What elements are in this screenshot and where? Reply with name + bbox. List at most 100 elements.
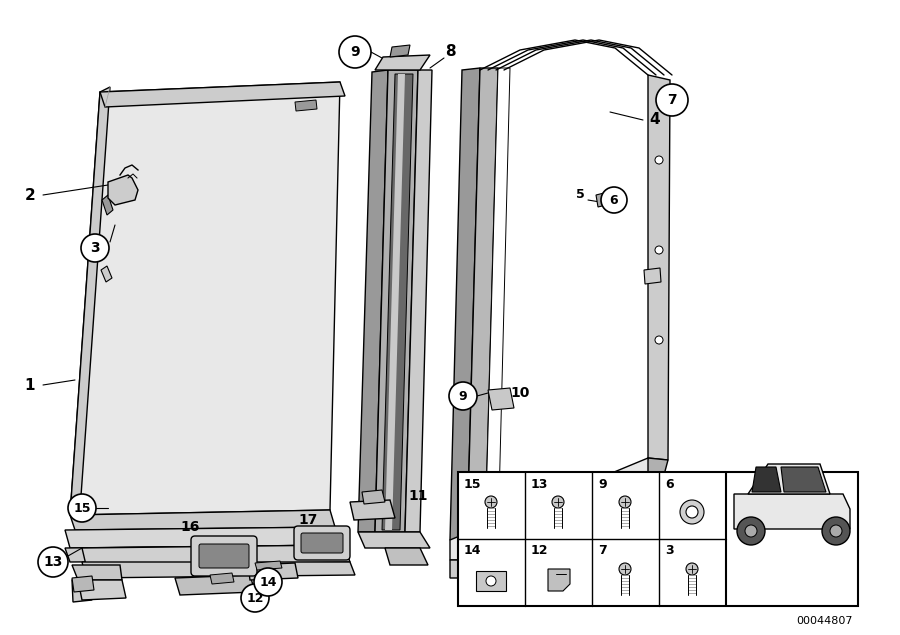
Polygon shape	[467, 68, 498, 540]
Circle shape	[254, 568, 282, 596]
Polygon shape	[390, 45, 410, 57]
Polygon shape	[450, 458, 648, 560]
Circle shape	[680, 500, 704, 524]
Circle shape	[552, 496, 564, 508]
Polygon shape	[648, 75, 670, 460]
FancyBboxPatch shape	[294, 526, 350, 560]
Polygon shape	[488, 388, 514, 410]
Polygon shape	[548, 569, 570, 591]
Polygon shape	[78, 580, 126, 600]
Polygon shape	[82, 545, 350, 565]
Polygon shape	[255, 561, 282, 570]
Circle shape	[655, 336, 663, 344]
Polygon shape	[295, 100, 317, 111]
Text: 6: 6	[665, 478, 673, 490]
Polygon shape	[375, 70, 418, 532]
Text: 9: 9	[459, 389, 467, 403]
Polygon shape	[385, 548, 428, 565]
Polygon shape	[485, 68, 510, 540]
FancyBboxPatch shape	[191, 536, 257, 576]
Polygon shape	[596, 192, 610, 207]
Polygon shape	[450, 510, 640, 578]
Circle shape	[745, 525, 757, 537]
Circle shape	[822, 517, 850, 545]
Polygon shape	[362, 490, 385, 504]
Text: 13: 13	[43, 555, 63, 569]
Polygon shape	[108, 175, 138, 205]
Polygon shape	[248, 563, 298, 580]
Polygon shape	[358, 70, 388, 532]
Circle shape	[485, 496, 497, 508]
Polygon shape	[102, 195, 113, 215]
Text: 14: 14	[259, 575, 277, 589]
Polygon shape	[65, 527, 342, 548]
Polygon shape	[70, 87, 110, 515]
Circle shape	[601, 187, 627, 213]
Text: 12: 12	[531, 544, 548, 558]
Polygon shape	[70, 82, 340, 515]
Circle shape	[81, 234, 109, 262]
Text: 4: 4	[650, 112, 661, 128]
Polygon shape	[101, 266, 112, 282]
Text: 00044807: 00044807	[796, 616, 853, 626]
FancyBboxPatch shape	[199, 544, 249, 568]
Polygon shape	[405, 70, 432, 532]
Circle shape	[686, 506, 698, 518]
Polygon shape	[752, 467, 781, 492]
Text: 5: 5	[576, 189, 584, 201]
Polygon shape	[382, 74, 413, 530]
Text: 2: 2	[24, 187, 35, 203]
Text: 11: 11	[409, 489, 428, 503]
Text: 14: 14	[464, 544, 482, 558]
Text: 13: 13	[531, 478, 548, 490]
Circle shape	[737, 517, 765, 545]
Polygon shape	[350, 500, 395, 520]
Text: 12: 12	[247, 591, 264, 605]
Polygon shape	[375, 55, 430, 70]
Text: 16: 16	[180, 520, 200, 534]
Polygon shape	[82, 562, 355, 578]
Text: 7: 7	[598, 544, 607, 558]
Polygon shape	[734, 494, 850, 529]
Polygon shape	[748, 464, 830, 494]
Text: 9: 9	[350, 45, 360, 59]
Polygon shape	[781, 467, 826, 492]
Polygon shape	[385, 74, 405, 530]
Text: 10: 10	[510, 386, 530, 400]
Circle shape	[655, 156, 663, 164]
Polygon shape	[476, 571, 506, 591]
Circle shape	[619, 563, 631, 575]
Text: 15: 15	[73, 502, 91, 514]
Polygon shape	[100, 82, 345, 107]
Circle shape	[656, 84, 688, 116]
Text: 6: 6	[609, 194, 618, 206]
Circle shape	[830, 525, 842, 537]
Polygon shape	[72, 578, 92, 602]
Text: 17: 17	[298, 513, 318, 527]
Bar	[458, 472, 858, 606]
Text: 7: 7	[667, 93, 677, 107]
Polygon shape	[72, 576, 94, 592]
Text: 15: 15	[464, 478, 482, 490]
Polygon shape	[175, 575, 255, 595]
Text: 8: 8	[445, 44, 455, 60]
Polygon shape	[210, 573, 234, 584]
Text: 3: 3	[90, 241, 100, 255]
Text: 9: 9	[598, 478, 607, 490]
Circle shape	[619, 496, 631, 508]
Text: 3: 3	[665, 544, 673, 558]
Polygon shape	[358, 532, 430, 548]
Circle shape	[449, 382, 477, 410]
Polygon shape	[450, 68, 480, 540]
Circle shape	[339, 36, 371, 68]
Circle shape	[486, 576, 496, 586]
Polygon shape	[70, 510, 335, 530]
Circle shape	[68, 494, 96, 522]
Text: 1: 1	[25, 377, 35, 392]
FancyBboxPatch shape	[301, 533, 343, 553]
Circle shape	[686, 563, 698, 575]
Polygon shape	[72, 565, 122, 580]
Polygon shape	[644, 268, 661, 284]
Polygon shape	[65, 545, 348, 562]
Circle shape	[38, 547, 68, 577]
